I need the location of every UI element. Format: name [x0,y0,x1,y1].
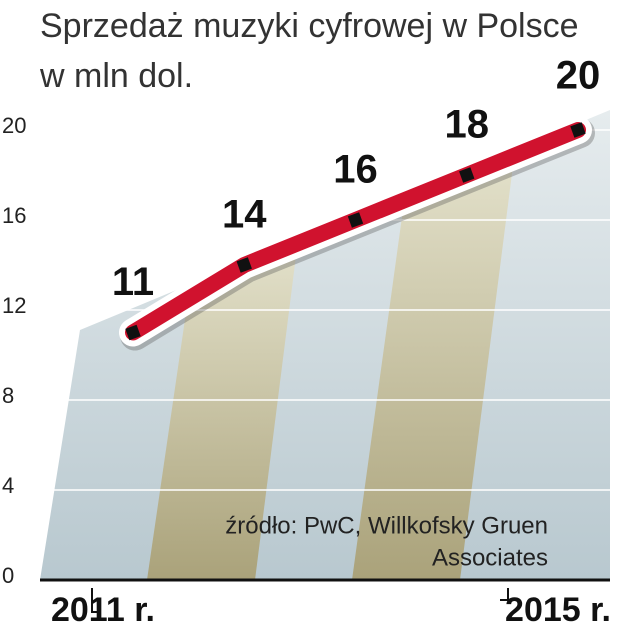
source: Associates [432,544,548,571]
y-tick-label: 12 [2,293,26,318]
marker [347,212,364,228]
x-tick-label: 2011 r. [51,591,155,629]
y-tick-label: 16 [2,203,26,228]
bracket [91,588,100,613]
marker [570,122,586,138]
stripe [147,240,298,580]
chart-title: Sprzedaż muzyki cyfrowej w Polsce [40,7,579,45]
marker [125,324,141,341]
y-tick-label: 20 [2,113,26,138]
y-tick-label: 4 [2,473,14,498]
stripe [352,150,515,580]
data-label: 20 [556,54,601,98]
source: źródło: PwC, Willkofsky Gruen [225,512,548,539]
x-tick-label: 2015 r. [505,591,611,629]
data-label: 11 [112,260,154,304]
marker [236,257,252,273]
data-label: 16 [333,148,378,192]
y-tick-label: 0 [2,563,14,588]
marker [459,167,475,183]
data-label: 18 [445,103,490,147]
y-tick-label: 8 [2,383,14,408]
chart-subtitle: w mln dol. [39,57,193,95]
bracket [500,588,509,601]
data-label: 14 [222,193,267,237]
